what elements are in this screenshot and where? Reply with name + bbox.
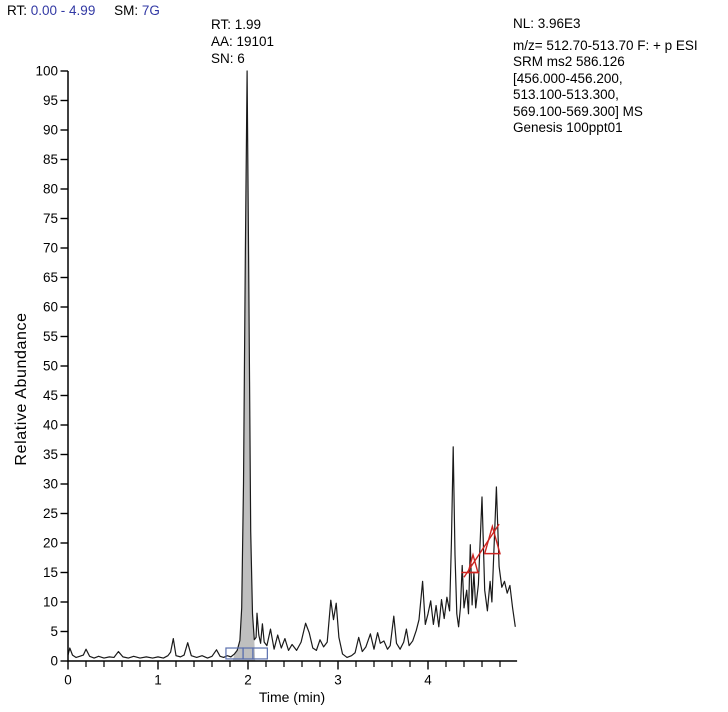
y-tick-label: 20: [43, 536, 58, 551]
baseline-box-layer: [225, 647, 268, 660]
chromatogram-trace: [67, 70, 516, 659]
x-tick-label: 4: [424, 673, 432, 688]
integrated-peak-fill: [232, 71, 256, 661]
y-tick-label: 25: [43, 506, 58, 521]
x-tick-label: 1: [154, 673, 162, 688]
y-tick-label: 10: [43, 595, 58, 610]
y-axis-title: Relative Abundance: [13, 312, 30, 465]
y-tick-label: 45: [43, 388, 58, 403]
x-tick-label: 3: [334, 673, 342, 688]
smoothing-value: 7G: [141, 3, 160, 18]
peak-rt-line: RT: 1.99: [211, 17, 262, 32]
y-tick-label: 40: [43, 418, 58, 433]
run-header: RT: 0.00 - 4.99 SM: 7G: [7, 3, 160, 18]
x-tick-label: 0: [64, 673, 72, 688]
y-tick-label: 0: [50, 654, 58, 669]
y-tick-label: 65: [43, 270, 58, 285]
peak-sn-line: SN: 6: [211, 51, 245, 66]
peak-marker-triangle: [483, 523, 501, 555]
y-tick-label: 90: [43, 123, 58, 138]
x-axis-title: Time (min): [259, 689, 325, 705]
axes-layer: [67, 71, 518, 662]
axis-spines: [67, 71, 518, 662]
rt-range-value: 0.00 - 4.99: [30, 3, 96, 18]
peak-fill-layer: [232, 71, 256, 661]
peak-marker-layer: [461, 523, 501, 578]
y-tick-label: 15: [43, 565, 58, 580]
smoothing-label: SM:: [114, 3, 139, 18]
y-tick-label: 95: [43, 93, 58, 108]
y-tick-label: 75: [43, 211, 58, 226]
peak-annotation: RT: 1.99 AA: 19101 SN: 6: [211, 16, 274, 67]
y-tick-label: 100: [35, 64, 58, 79]
mz-filter-line: m/z= 512.70-513.70 F: + p ESI: [513, 37, 698, 53]
x-tick-label: 2: [244, 673, 252, 688]
y-tick-label: 85: [43, 152, 58, 167]
y-tick-label: 55: [43, 329, 58, 344]
y-tick-label: 35: [43, 447, 58, 462]
mass-range-line2: 513.100-513.300,: [513, 87, 619, 102]
peak-boundary-box: [252, 647, 268, 660]
y-tick-label: 5: [50, 624, 58, 639]
dataset-name-line: Genesis 100ppt01: [513, 120, 623, 135]
nl-intensity-line: NL: 3.96E3: [513, 16, 581, 31]
scan-header-info: NL: 3.96E3 m/z= 512.70-513.70 F: + p ESI…: [513, 16, 698, 137]
tick-layer: 0510152025303540455055606570758085909510…: [35, 64, 501, 688]
y-tick-label: 70: [43, 241, 58, 256]
rt-range-label: RT:: [7, 3, 28, 18]
peak-marker-triangle: [467, 552, 479, 574]
srm-line: SRM ms2 586.126: [513, 54, 625, 69]
y-tick-label: 30: [43, 477, 58, 492]
y-tick-label: 60: [43, 300, 58, 315]
mass-range-line3: 569.100-569.300] MS: [513, 103, 643, 119]
mass-range-line1: [456.000-456.200,: [513, 70, 623, 86]
y-tick-label: 80: [43, 182, 58, 197]
y-tick-label: 50: [43, 359, 58, 374]
peak-area-line: AA: 19101: [211, 34, 275, 49]
trace-layer: [67, 70, 516, 659]
